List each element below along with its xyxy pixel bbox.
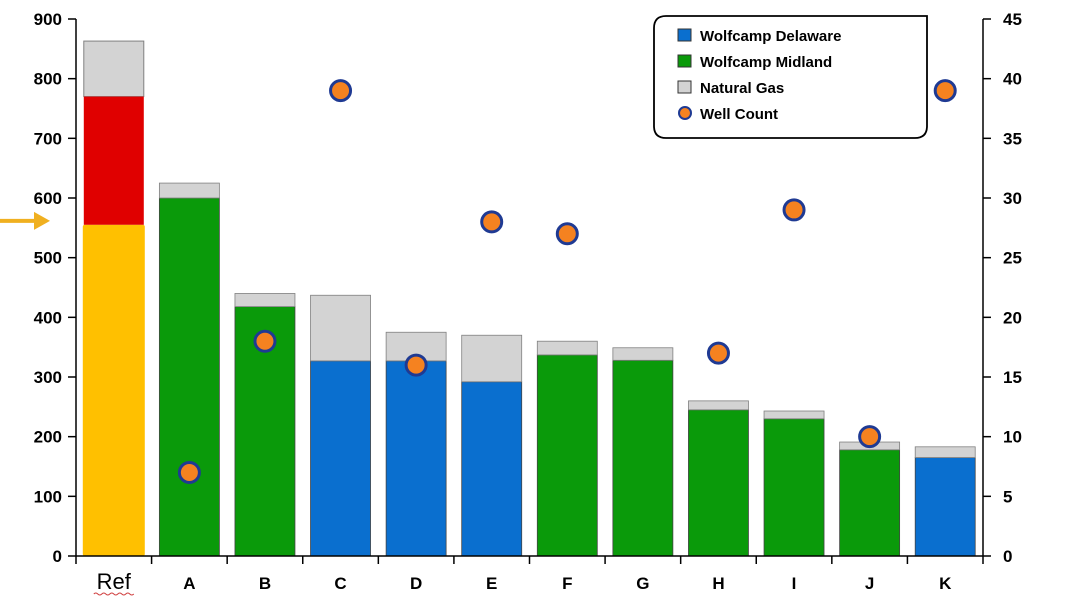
right-tick-label: 30 xyxy=(1003,189,1022,208)
bar-i-natural-gas xyxy=(763,410,825,420)
legend-swatch-wolfcamp-midland xyxy=(677,54,692,68)
right-tick-label: 10 xyxy=(1003,428,1022,447)
x-tick-label-i: I xyxy=(792,574,797,593)
x-tick-label-h: H xyxy=(712,574,724,593)
well-count-point-b xyxy=(253,329,277,353)
well-count-point-e xyxy=(480,210,504,234)
bar-h-natural-gas xyxy=(688,400,749,411)
x-axis: Ref A B C D E F G H I J K xyxy=(75,555,984,596)
right-tick-label: 45 xyxy=(1003,10,1022,29)
x-tick-label-ref: Ref xyxy=(97,569,132,594)
well-count-point-k xyxy=(933,79,957,103)
x-tick-label-b: B xyxy=(259,574,271,593)
x-tick-label-a: A xyxy=(183,574,195,593)
x-tick-label-k: K xyxy=(939,574,952,593)
right-tick-label: 20 xyxy=(1003,308,1022,327)
left-tick-label: 500 xyxy=(34,249,62,268)
left-tick-label: 100 xyxy=(34,487,62,506)
legend-swatch-wolfcamp-delaware xyxy=(677,28,692,42)
bar-g-wolfcamp-midland xyxy=(612,359,674,557)
left-tick-label: 600 xyxy=(34,189,62,208)
bar-k-wolfcamp-delaware xyxy=(914,457,976,557)
legend-label-wolfcamp-midland: Wolfcamp Midland xyxy=(700,54,832,71)
bars xyxy=(82,40,976,557)
bar-a-wolfcamp-midland xyxy=(158,197,220,557)
well-count-point-d xyxy=(404,353,428,377)
well-count-points xyxy=(177,79,957,484)
left-tick-label: 200 xyxy=(34,428,62,447)
bar-f-wolfcamp-midland xyxy=(536,354,598,557)
right-tick-label: 15 xyxy=(1003,368,1022,387)
bar-ref-natural-gas xyxy=(83,40,145,98)
x-tick-label-d: D xyxy=(410,574,422,593)
bar-ref-upper xyxy=(83,96,144,225)
legend-marker-well-count xyxy=(678,106,692,120)
bar-g-natural-gas xyxy=(612,347,674,361)
left-tick-label: 0 xyxy=(53,547,62,566)
legend: Wolfcamp Delaware Wolfcamp Midland Natural… xyxy=(653,15,928,139)
right-tick-label: 35 xyxy=(1003,129,1022,148)
legend-label-wolfcamp-delaware: Wolfcamp Delaware xyxy=(700,28,841,45)
well-count-point-j xyxy=(858,425,882,449)
right-axis: 0 5 10 15 20 25 30 35 40 45 xyxy=(982,10,1022,566)
legend-label-natural-gas: Natural Gas xyxy=(700,80,784,97)
legend-swatch-natural-gas xyxy=(677,80,692,94)
bar-f-natural-gas xyxy=(536,340,598,356)
right-tick-label: 5 xyxy=(1003,487,1012,506)
left-tick-label: 900 xyxy=(34,10,62,29)
x-tick-label-e: E xyxy=(486,574,497,593)
legend-box xyxy=(653,15,928,139)
left-tick-label: 300 xyxy=(34,368,62,387)
well-count-point-f xyxy=(555,222,579,246)
bar-e-natural-gas xyxy=(461,334,523,383)
reference-arrow xyxy=(0,211,50,230)
left-tick-label: 700 xyxy=(34,129,62,148)
bar-b-natural-gas xyxy=(234,293,296,307)
well-count-point-i xyxy=(782,198,806,222)
bar-k-natural-gas xyxy=(914,446,976,458)
well-count-point-c xyxy=(329,79,353,103)
left-tick-label: 400 xyxy=(34,308,62,327)
well-count-point-a xyxy=(177,460,201,484)
ref-spellcheck-underline xyxy=(93,592,135,596)
bar-d-wolfcamp-delaware xyxy=(385,360,447,557)
bar-ref-lower xyxy=(82,224,145,556)
arrow-head xyxy=(34,211,50,230)
x-tick-label-j: J xyxy=(865,574,874,593)
right-tick-label: 0 xyxy=(1003,547,1012,566)
bar-c-wolfcamp-delaware xyxy=(310,360,371,557)
x-tick-label-f: F xyxy=(562,574,572,593)
x-tick-label-c: C xyxy=(334,574,346,593)
right-tick-label: 25 xyxy=(1003,249,1022,268)
bar-i-wolfcamp-midland xyxy=(763,418,825,557)
legend-label-well-count: Well Count xyxy=(700,106,778,123)
bar-c-natural-gas xyxy=(310,294,371,362)
well-count-point-h xyxy=(706,341,730,365)
right-tick-label: 40 xyxy=(1003,70,1022,89)
x-tick-label-g: G xyxy=(636,574,649,593)
left-axis: 0 100 200 300 400 500 600 700 800 900 xyxy=(34,10,77,566)
bar-a-natural-gas xyxy=(158,182,220,199)
bar-h-wolfcamp-midland xyxy=(688,409,749,557)
left-tick-label: 800 xyxy=(34,70,62,89)
bar-j-wolfcamp-midland xyxy=(839,449,901,557)
bar-e-wolfcamp-delaware xyxy=(461,381,523,557)
